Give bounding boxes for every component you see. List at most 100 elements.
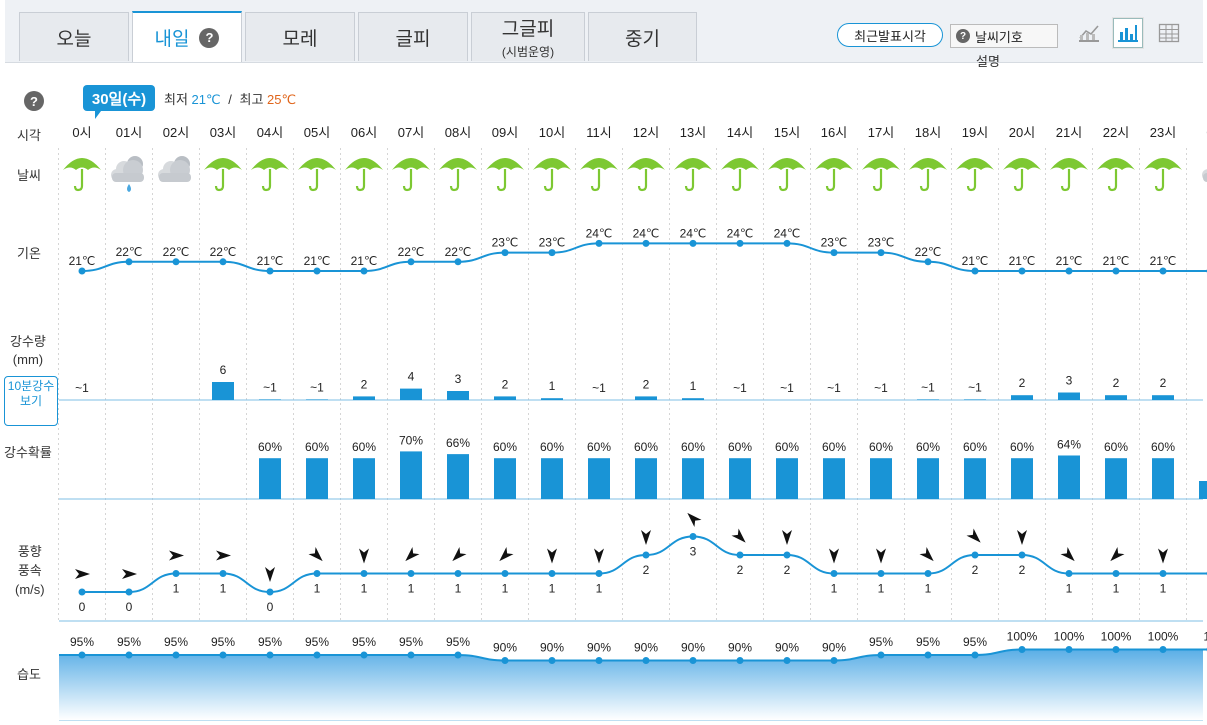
probability-bar [494,458,516,499]
probability-label: 60% [634,440,658,454]
ten-minute-precipitation-button[interactable]: 10분강수보기 [4,376,58,426]
max-label: 최고 [239,92,264,107]
temperature-point [877,249,885,257]
hour-label: 18시 [915,125,941,140]
temperature-label: 21℃ [304,254,331,268]
probability-label: 60% [1010,440,1034,454]
line-graph-view-button[interactable] [1074,18,1104,48]
recent-announcement-button[interactable]: 최근발표시각 [837,23,943,47]
help-icon[interactable]: ? [199,27,220,48]
wind-speed-label: 1 [1066,582,1073,596]
precipitation-label: ~1 [921,380,935,394]
wind-speed-label: 1 [1160,582,1167,596]
humidity-label: 95% [70,635,94,649]
table-view-button[interactable] [1154,18,1184,48]
wind-direction-arrow-icon [216,550,231,561]
date-badge: 30일(수) [83,85,155,119]
temperature-point [1065,267,1073,275]
wind-speed-label: 1 [455,582,462,596]
probability-label: 60% [352,440,376,454]
bar-chart-view-button[interactable] [1113,18,1143,48]
precipitation-label: 2 [1113,376,1120,390]
help-icon[interactable]: ? [24,91,44,111]
wind-speed-label: 2 [784,563,791,577]
temperature-label: 22℃ [116,245,143,259]
humidity-label: 100% [1007,630,1038,644]
wind-speed-label: 2 [972,563,979,577]
rain-cloud-icon [111,156,144,192]
wind-direction-arrow-icon [547,548,557,564]
hour-label: 02시 [163,125,189,140]
probability-bar [353,458,375,499]
tab-6[interactable]: 중기 [588,12,697,61]
precipitation-label: 2 [361,377,368,391]
weather-symbol-legend-button[interactable]: ? 날씨기호 [950,24,1058,48]
temperature-point [689,239,697,247]
precipitation-label: 3 [455,372,462,386]
wind-direction-arrow-icon [919,547,934,562]
wind-speed-label: 1 [220,582,227,596]
hour-label: 06시 [351,125,377,140]
probability-label: 60% [1104,440,1128,454]
humidity-label: 95% [164,635,188,649]
humidity-point [501,657,509,664]
wind-speed-point [219,570,227,577]
tab-label-row: 오늘 [57,24,92,51]
hour-label: 16시 [821,125,847,140]
humidity-point [783,657,791,664]
hour-label: 15시 [774,125,800,140]
hour-label: 03시 [210,125,236,140]
probability-bar [1152,458,1174,499]
wind-label-line1: 풍향 [17,544,42,559]
probability-label: 60% [728,440,752,454]
umbrella-icon [392,158,430,192]
tab-5[interactable]: 그글피 (시범운영) [471,12,585,61]
tab-3[interactable]: 모레 [245,12,355,61]
tab-label: 중기 [625,28,660,50]
hour-label: 21시 [1056,125,1082,140]
temperature-point [642,239,650,247]
temperature-point [1159,267,1167,275]
temperature-point [219,258,227,266]
wind-direction-arrow-icon [687,512,702,527]
temperature-label: 24℃ [586,226,613,240]
cloud-icon [1202,169,1207,182]
wind-speed-label: 1 [925,582,932,596]
tab-2[interactable]: 내일? [132,11,242,62]
temperature-label: 21℃ [962,254,989,268]
precipitation-bar [964,399,986,400]
hour-label: 08시 [445,125,471,140]
precipitation-bar [400,388,422,400]
tab-4[interactable]: 글피 [358,12,468,61]
precipitation-bar [212,382,234,400]
probability-label: 70% [399,433,423,447]
min-max-temperature: 최저 21℃ / 최고 25℃ [164,89,296,108]
wind-speed-point [924,570,932,577]
humidity-point [548,657,556,664]
tab-label: 그글피 [501,19,555,40]
humidity-label: 90% [822,641,846,655]
humidity-point [407,651,415,659]
precipitation-bar [635,396,657,400]
wind-label-line3: (m/s) [15,582,45,597]
humidity-point [172,651,180,659]
umbrella-icon [251,158,289,192]
hour-label: 01시 [116,125,142,140]
precipitation-label: 2 [1160,376,1167,390]
tab-1[interactable]: 오늘 [19,12,129,61]
tab-label-row: 내일? [155,24,220,51]
precipitation-label: ~1 [874,381,888,395]
tab-label-row: 모레 [283,24,318,51]
wind-speed-point [407,570,415,577]
umbrella-icon [486,158,524,192]
precip-label-line2: (mm) [12,352,44,367]
legend-description-label: 설명 [976,54,1000,69]
humidity-point [78,651,86,659]
wind-speed-label: 1 [361,582,368,596]
wind-direction-arrow-icon [1017,530,1027,545]
legend-label: 날씨기호 [975,29,1023,45]
humidity-point [689,657,697,664]
wind-direction-arrow-icon [876,548,886,564]
wind-direction-arrow-icon [1060,547,1075,562]
